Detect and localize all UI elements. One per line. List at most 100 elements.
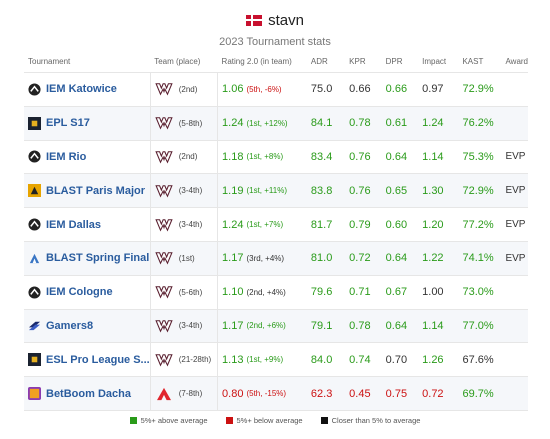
adr-value: 79.6: [306, 275, 346, 310]
legend-label: Closer than 5% to average: [331, 416, 421, 425]
col-kast: KAST: [458, 50, 502, 73]
team-place: (5-8th): [178, 118, 203, 128]
team-cell: (2nd): [150, 72, 219, 107]
kpr-value: 0.76: [345, 140, 382, 175]
betboom-icon: [28, 387, 41, 401]
kpr-value: 0.72: [345, 241, 382, 276]
tournament-stats-table: Tournament Team (place) Rating 2.0 (in t…: [24, 50, 528, 411]
table-row: ESL Pro League S... (21-28th) 1.13 (1st,…: [24, 342, 528, 378]
award-value: EVP: [501, 173, 528, 209]
team-place: (21-28th): [178, 355, 212, 365]
team-place: (3-4th): [178, 220, 203, 230]
impact-value: 1.14: [418, 309, 459, 344]
heroic-logo[interactable]: [155, 251, 173, 265]
tournament-link[interactable]: BLAST Spring Final: [46, 252, 150, 265]
tournament-cell: ESL Pro League S...: [24, 342, 151, 378]
table-row: IEM Cologne (5-6th) 1.10 (2nd, +4%) 79.6…: [24, 275, 528, 310]
tournament-link[interactable]: EPL S17: [46, 117, 90, 130]
tournament-link[interactable]: IEM Dallas: [46, 218, 102, 231]
rating-in-team: (5th, -6%): [246, 84, 282, 94]
iem-icon: [28, 218, 41, 231]
rating-value: 1.13: [222, 353, 244, 366]
dpr-value: 0.64: [381, 309, 419, 344]
team-place: (7-8th): [178, 389, 203, 399]
col-tournament: Tournament: [24, 50, 151, 73]
rating-cell: 1.17 (2nd, +6%): [217, 309, 307, 344]
tournament-link[interactable]: IEM Rio: [46, 150, 87, 163]
award-value: EVP: [501, 140, 528, 175]
dpr-value: 0.64: [381, 140, 419, 175]
rating-value: 1.17: [222, 252, 244, 265]
team-place: (2nd): [178, 152, 198, 162]
heroic-logo[interactable]: [155, 116, 173, 130]
rating-in-team: (2nd, +6%): [246, 321, 286, 331]
denmark-flag-icon: [246, 14, 263, 26]
team-place: (5-6th): [178, 287, 203, 297]
kast-value: 77.2%: [458, 207, 502, 242]
rating-in-team: (1st, +9%): [246, 355, 284, 365]
table-row: BLAST Paris Major (3-4th) 1.19 (1st, +11…: [24, 173, 528, 209]
blast-major-icon: [28, 184, 41, 198]
heroic-logo[interactable]: [155, 218, 173, 232]
tournament-link[interactable]: IEM Katowice: [46, 83, 117, 96]
astralis-logo[interactable]: [155, 387, 173, 401]
kast-value: 75.3%: [458, 140, 502, 175]
tournament-link[interactable]: IEM Cologne: [46, 286, 113, 299]
impact-value: 1.30: [418, 173, 459, 209]
rating-value: 1.18: [222, 150, 244, 163]
adr-value: 81.0: [306, 241, 346, 276]
kpr-value: 0.79: [345, 207, 382, 242]
award-value: EVP: [501, 241, 528, 276]
team-cell: (5-6th): [150, 275, 219, 310]
kast-value: 73.0%: [458, 275, 502, 310]
rating-value: 1.24: [222, 117, 244, 130]
adr-value: 79.1: [306, 309, 346, 344]
heroic-logo[interactable]: [155, 285, 173, 299]
rating-in-team: (5th, -15%): [246, 389, 287, 399]
blast-icon: [28, 252, 41, 265]
legend-label: 5%+ above average: [140, 416, 208, 425]
heroic-logo[interactable]: [155, 150, 173, 164]
heroic-logo[interactable]: [155, 82, 173, 96]
rating-cell: 1.06 (5th, -6%): [217, 72, 307, 107]
heroic-logo[interactable]: [155, 319, 173, 333]
table-row: IEM Katowice (2nd) 1.06 (5th, -6%) 75.0 …: [24, 72, 528, 107]
team-cell: (7-8th): [150, 376, 219, 411]
player-name[interactable]: stavn: [268, 11, 304, 29]
kpr-value: 0.76: [345, 173, 382, 209]
kast-value: 72.9%: [458, 72, 502, 107]
black-square-icon: [320, 417, 328, 424]
header: stavn 2023 Tournament stats: [0, 0, 550, 49]
tournament-link[interactable]: BLAST Paris Major: [46, 184, 146, 197]
impact-value: 0.72: [418, 376, 459, 411]
tournament-cell: IEM Dallas: [24, 207, 151, 242]
tournament-link[interactable]: Gamers8: [46, 319, 94, 332]
heroic-logo[interactable]: [155, 184, 173, 198]
tournament-link[interactable]: BetBoom Dacha: [46, 387, 131, 400]
tournament-link[interactable]: ESL Pro League S...: [46, 353, 150, 366]
table-row: BLAST Spring Final (1st) 1.17 (3rd, +4%)…: [24, 241, 528, 276]
rating-in-team: (2nd, +4%): [246, 287, 286, 297]
kpr-value: 0.71: [345, 275, 382, 310]
team-cell: (3-4th): [150, 173, 219, 209]
dpr-value: 0.67: [381, 275, 419, 310]
heroic-logo[interactable]: [155, 353, 173, 367]
award-value: [501, 72, 528, 107]
dpr-value: 0.66: [381, 72, 419, 107]
legend-item-close: Closer than 5% to average: [320, 416, 421, 425]
impact-value: 1.14: [418, 140, 459, 175]
iem-icon: [28, 83, 41, 96]
kast-value: 67.6%: [458, 342, 502, 378]
team-place: (3-4th): [178, 186, 203, 196]
rating-cell: 1.10 (2nd, +4%): [217, 275, 307, 310]
dpr-value: 0.61: [381, 106, 419, 141]
green-square-icon: [129, 417, 137, 424]
team-place: (3-4th): [178, 321, 203, 331]
dpr-value: 0.60: [381, 207, 419, 242]
legend-item-above: 5%+ above average: [129, 416, 208, 425]
tournament-cell: Gamers8: [24, 309, 151, 344]
rating-value: 1.06: [222, 83, 244, 96]
col-impact: Impact: [418, 50, 459, 73]
col-rating: Rating 2.0 (in team): [217, 50, 307, 73]
table-header-row: Tournament Team (place) Rating 2.0 (in t…: [24, 50, 528, 73]
